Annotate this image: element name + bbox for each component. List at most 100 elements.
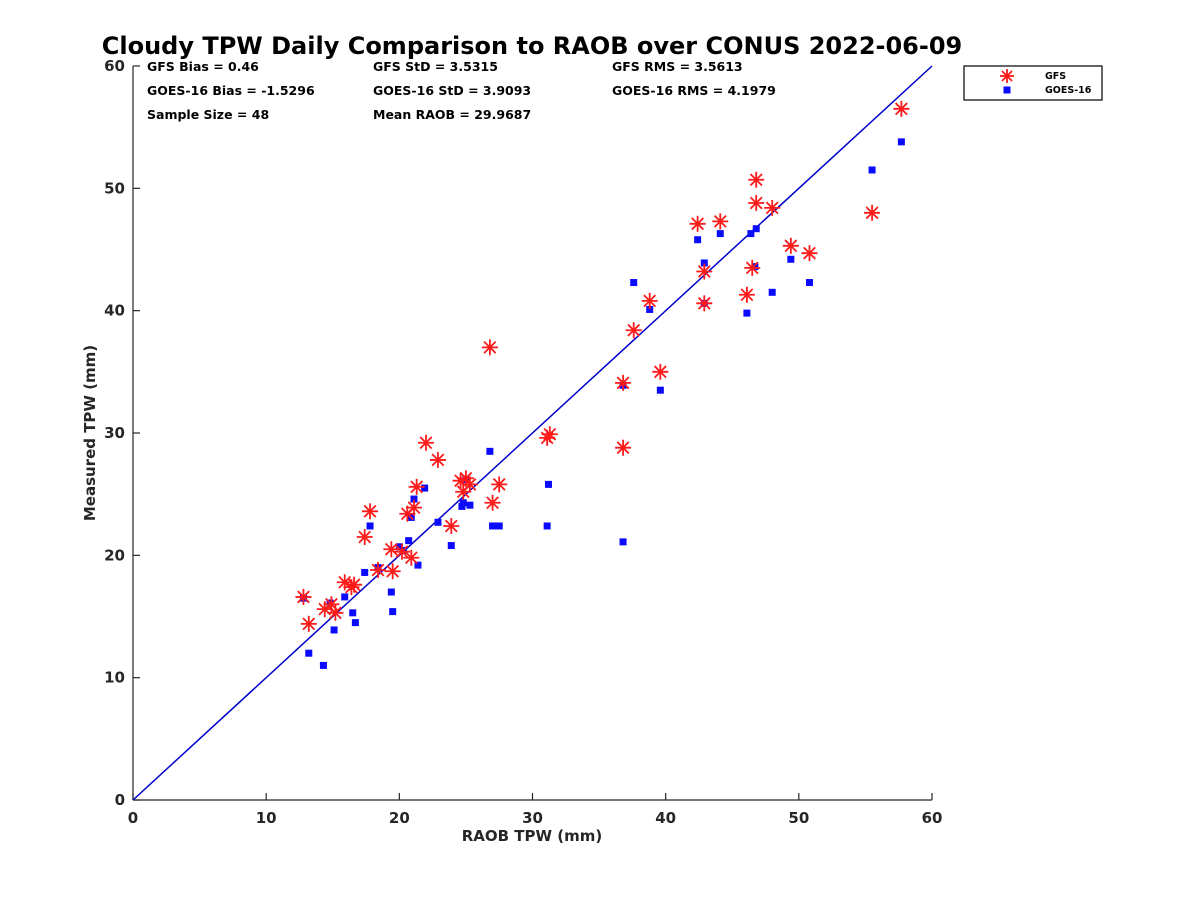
goes-16-point <box>349 609 357 617</box>
goes-16-point <box>805 279 813 287</box>
gfs-point <box>429 451 446 468</box>
gfs-point <box>362 503 379 520</box>
goes-16-point <box>395 543 403 551</box>
goes-16-point <box>787 255 795 263</box>
goes-16-point <box>366 522 374 530</box>
gfs-point <box>491 476 508 493</box>
y-tick-label: 10 <box>104 669 125 687</box>
gfs-point <box>738 286 755 303</box>
goes-16-point <box>544 480 552 488</box>
data-marks <box>295 100 910 669</box>
goes-16-point <box>700 259 708 267</box>
gfs-point <box>370 562 387 579</box>
gfs-point <box>383 541 400 558</box>
goes-16-point <box>434 518 442 526</box>
goes-16-point <box>414 561 422 569</box>
gfs-point <box>408 478 425 495</box>
goes-16-point <box>330 626 338 634</box>
goes-16-point <box>410 495 418 503</box>
gfs-point <box>484 494 501 511</box>
axis-ticks: 0 10 20 30 40 50 60 0 10 20 30 40 50 60 <box>104 57 942 827</box>
gfs-point <box>615 439 632 456</box>
goes-16-point <box>543 522 551 530</box>
goes-16-point <box>751 263 759 271</box>
gfs-point <box>384 563 401 580</box>
gfs-point <box>748 195 765 212</box>
stat-text: GOES-16 Bias = -1.5296 <box>147 83 315 98</box>
goes-16-point <box>447 542 455 550</box>
stat-text: GFS Bias = 0.46 <box>147 59 259 74</box>
goes-16-point <box>656 386 664 394</box>
x-tick-label: 60 <box>922 809 943 827</box>
stat-text: GFS RMS = 3.5613 <box>612 59 743 74</box>
goes-16-point <box>319 661 327 669</box>
y-tick-label: 60 <box>104 57 125 75</box>
goes-16-point <box>716 230 724 238</box>
gfs-point <box>461 476 478 493</box>
gfs-point <box>712 213 729 230</box>
y-tick-label: 20 <box>104 546 125 564</box>
gfs-point <box>346 576 363 593</box>
goes-16-point <box>495 522 503 530</box>
goes-16-point <box>305 649 313 657</box>
goes-16-point <box>341 593 349 601</box>
gfs-point <box>696 263 713 280</box>
legend-box <box>963 65 1103 101</box>
goes-16-point <box>405 537 413 545</box>
goes-16-point <box>486 447 494 455</box>
stat-text: GFS StD = 3.5315 <box>373 59 498 74</box>
gfs-point <box>403 549 420 566</box>
gfs-point <box>801 245 818 262</box>
legend-goes-16-label: GOES-16 <box>1045 85 1092 96</box>
y-tick-label: 40 <box>104 302 125 320</box>
goes-16-point <box>466 501 474 509</box>
gfs-point <box>893 100 910 117</box>
goes-16-point <box>619 538 627 546</box>
goes-16-point <box>458 502 466 510</box>
y-tick-label: 50 <box>104 179 125 197</box>
goes-16-point <box>389 608 397 616</box>
x-tick-label: 0 <box>128 809 138 827</box>
goes-16-point <box>743 309 751 317</box>
legend: GFS GOES-16 <box>963 65 1103 101</box>
x-tick-label: 30 <box>522 809 543 827</box>
stat-text: Mean RAOB = 29.9687 <box>373 107 531 122</box>
gfs-point <box>641 292 658 309</box>
gfs-point <box>696 295 713 312</box>
gfs-point <box>541 426 558 443</box>
gfs-point <box>300 615 317 632</box>
gfs-point <box>864 204 881 221</box>
y-tick-label: 30 <box>104 424 125 442</box>
legend-gfs-label: GFS <box>1045 71 1066 82</box>
goes-16-point <box>351 619 359 627</box>
x-tick-label: 50 <box>788 809 809 827</box>
stats-text: GFS Bias = 0.46 GFS StD = 3.5315 GFS RMS =… <box>147 59 776 122</box>
gfs-point <box>744 259 761 276</box>
gfs-point <box>327 604 344 621</box>
legend-gfs-marker <box>1000 69 1014 83</box>
goes-16-point <box>459 499 467 507</box>
x-axis-label: RAOB TPW (mm) <box>462 827 603 845</box>
goes-16-point <box>387 588 395 596</box>
goes-16-point <box>646 305 654 313</box>
gfs-point <box>481 339 498 356</box>
gfs-point <box>295 588 312 605</box>
goes-16-point <box>752 225 760 233</box>
gfs-point <box>652 363 669 380</box>
gfs-point <box>615 374 632 391</box>
gfs-point <box>393 543 410 560</box>
gfs-point <box>689 215 706 232</box>
chart-title: Cloudy TPW Daily Comparison to RAOB over… <box>102 32 962 60</box>
y-axis-label: Measured TPW (mm) <box>81 345 99 521</box>
gfs-point <box>356 528 373 545</box>
gfs-point <box>443 517 460 534</box>
gfs-point <box>405 499 422 516</box>
one-to-one-line <box>132 65 933 801</box>
one-to-one-line-group <box>132 65 933 801</box>
stat-text: GOES-16 RMS = 4.1979 <box>612 83 776 98</box>
stat-text: GOES-16 StD = 3.9093 <box>373 83 531 98</box>
legend-goes-16-marker <box>1003 86 1011 94</box>
x-tick-label: 40 <box>655 809 676 827</box>
x-tick-label: 10 <box>256 809 277 827</box>
